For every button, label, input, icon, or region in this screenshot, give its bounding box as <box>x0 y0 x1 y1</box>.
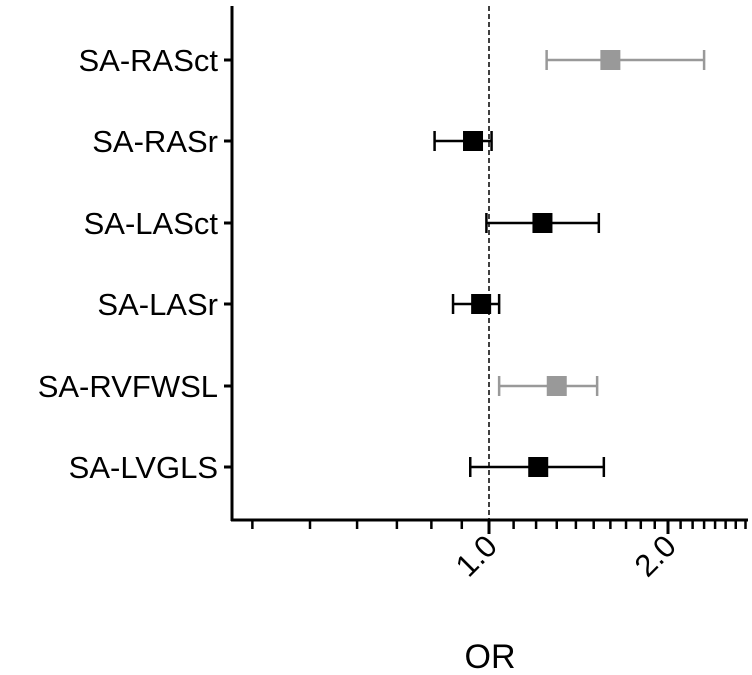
point-estimate-sa-lasct <box>532 213 553 233</box>
estimate-sa-lasct <box>485 213 601 233</box>
x-axis: 1.0 2.0 OR <box>231 518 748 675</box>
x-tick-label-2.0: 2.0 <box>628 528 683 583</box>
category-label-sa-rasr: SA-RASr <box>92 124 218 159</box>
y-axis <box>224 6 234 521</box>
category-label-sa-rasct: SA-RASct <box>78 43 218 78</box>
estimate-sa-lasr <box>451 294 501 314</box>
estimate-sa-rasr <box>433 131 493 151</box>
x-tick-label-1.0: 1.0 <box>449 528 504 583</box>
point-estimate-sa-lvgls <box>528 457 549 477</box>
estimate-sa-rasct <box>545 50 706 70</box>
point-estimate-sa-lasr <box>471 294 492 314</box>
point-estimate-sa-rvfwsl <box>546 376 567 396</box>
category-labels: SA-RASct SA-RASr SA-LASct SA-LASr SA-RVF… <box>38 43 219 485</box>
category-label-sa-lasr: SA-LASr <box>97 287 218 322</box>
point-estimate-sa-rasct <box>600 50 621 70</box>
category-label-sa-lasct: SA-LASct <box>84 206 219 241</box>
estimate-sa-rvfwsl <box>497 376 599 396</box>
x-axis-title: OR <box>465 638 516 675</box>
estimate-sa-lvgls <box>469 457 606 477</box>
estimates <box>433 50 706 477</box>
category-label-sa-lvgls: SA-LVGLS <box>69 450 218 485</box>
point-estimate-sa-rasr <box>463 131 484 151</box>
category-label-sa-rvfwsl: SA-RVFWSL <box>38 369 218 404</box>
